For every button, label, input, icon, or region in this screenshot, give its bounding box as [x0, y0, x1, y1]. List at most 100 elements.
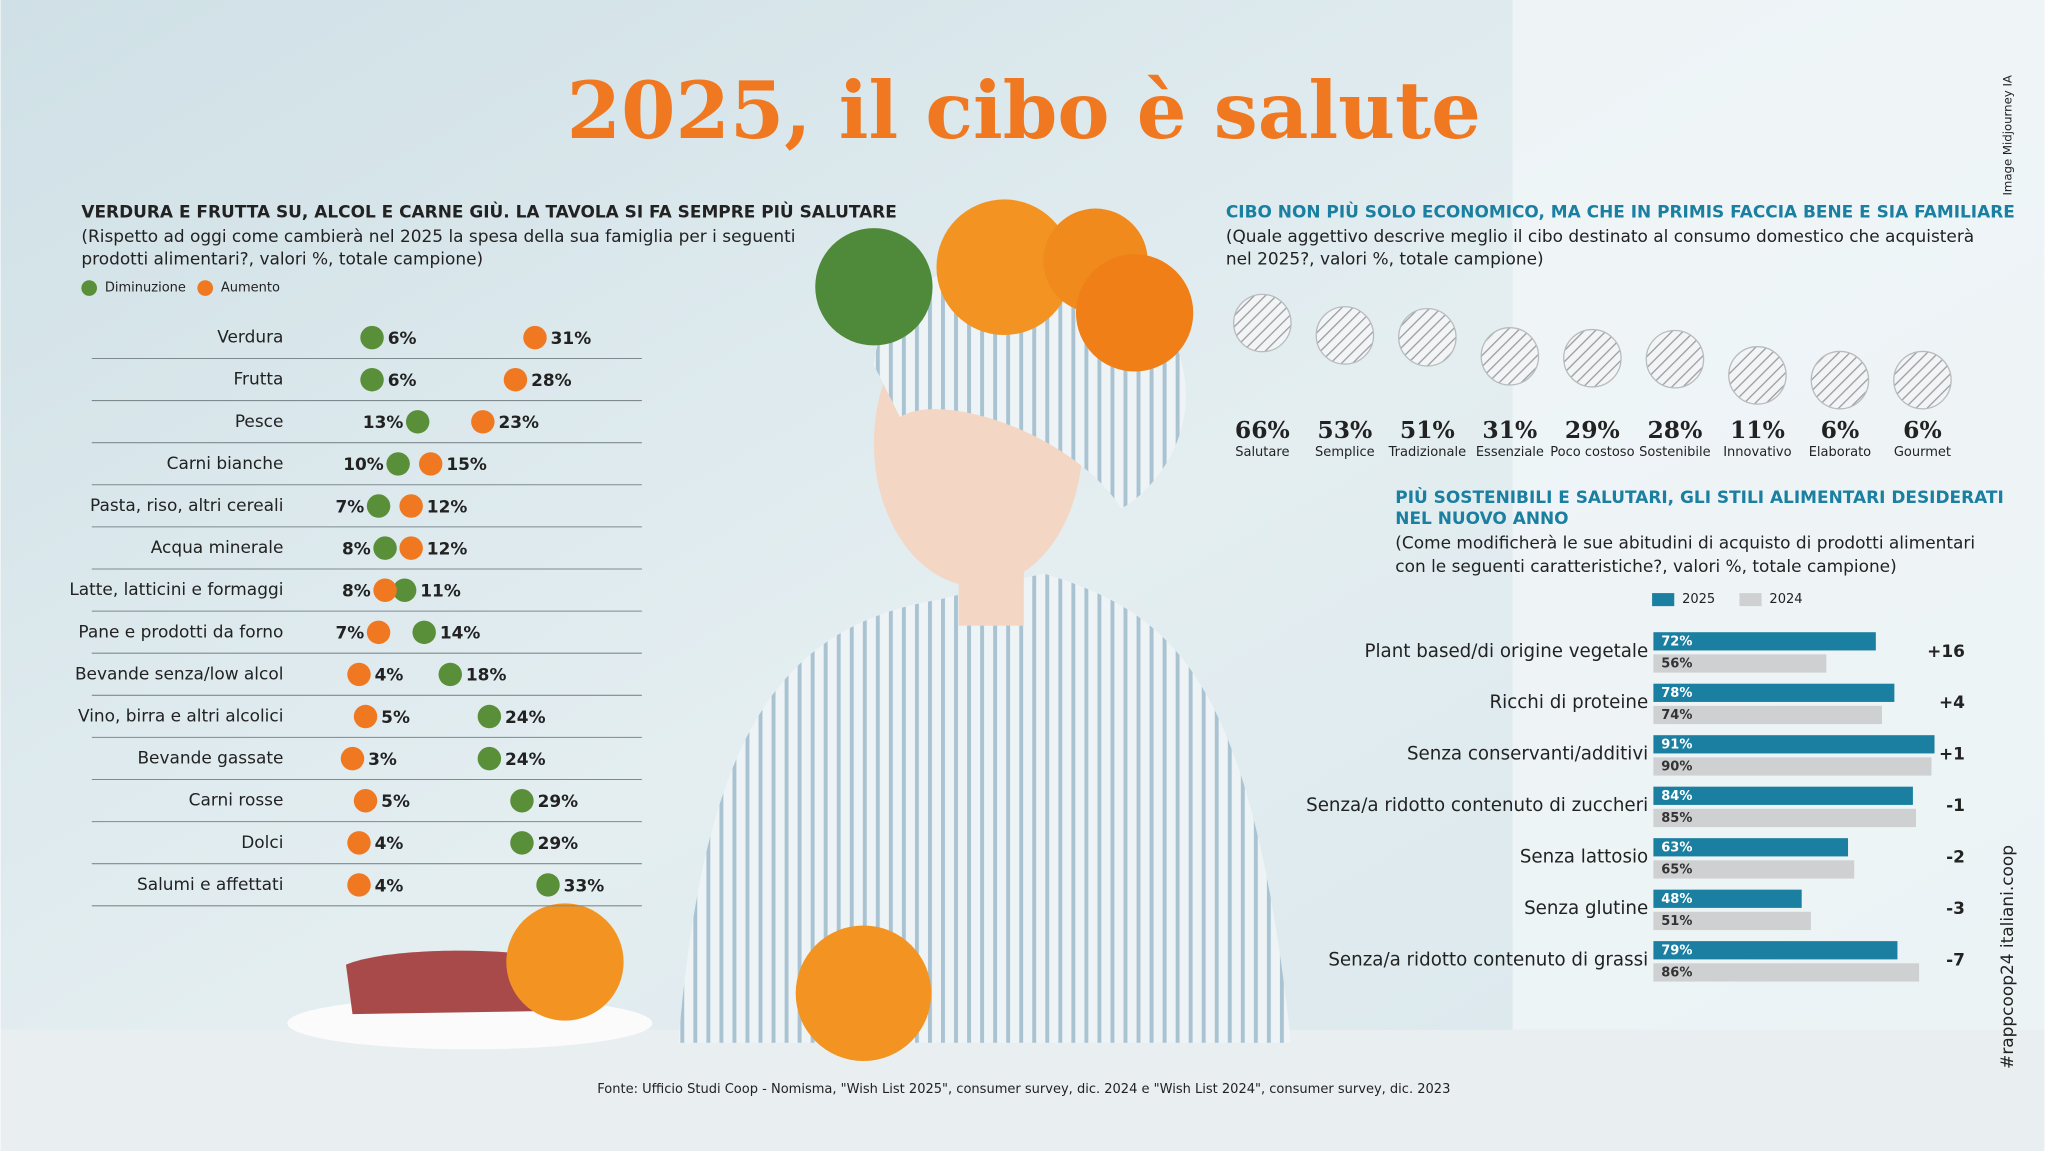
category-label: Dolci [241, 832, 283, 852]
pictogram-circle [1563, 328, 1622, 388]
value-label: 72% [1661, 634, 1692, 649]
value-label: 85% [1661, 811, 1692, 826]
category-label: Essenziale [1476, 445, 1544, 460]
value-label: 24% [505, 749, 546, 769]
legend-swatch [197, 280, 214, 296]
dot [347, 873, 371, 897]
category-label: Salumi e affettati [137, 874, 283, 894]
value-label: 78% [1661, 686, 1692, 701]
pictogram-circle [1893, 350, 1952, 410]
category-label: Innovativo [1723, 445, 1791, 460]
legend-label: 2025 [1682, 592, 1715, 607]
chart-subtitle: (Rispetto ad oggi come cambierà nel 2025… [81, 226, 795, 246]
bar [1653, 860, 1855, 879]
category-label: Latte, latticini e formaggi [69, 579, 283, 599]
category-label: Senza conservanti/additivi [1407, 744, 1648, 765]
shirt [678, 573, 1292, 1043]
chart-title: NEL NUOVO ANNO [1395, 508, 1568, 528]
dot [340, 746, 365, 771]
broccoli [815, 228, 933, 346]
value-label: 31% [1482, 416, 1537, 444]
chart-title: PIÙ SOSTENIBILI E SALUTARI, GLI STILI AL… [1395, 486, 2003, 507]
value-label: 3% [368, 749, 397, 769]
chart-subtitle: (Come modificherà le sue abitudini di ac… [1395, 533, 1975, 553]
value-label: 91% [1661, 737, 1692, 752]
bar [1653, 911, 1811, 931]
value-label: 4% [375, 665, 404, 685]
value-label: 6% [1821, 416, 1860, 444]
image-credit: Image Midjourney IA [2000, 75, 2014, 195]
orange [1075, 254, 1194, 372]
value-label: 7% [335, 623, 364, 643]
value-label: 84% [1661, 789, 1692, 804]
difference-label: +1 [1939, 744, 1965, 764]
value-label: 63% [1661, 840, 1692, 855]
value-label: 29% [538, 833, 579, 853]
dot [373, 536, 397, 560]
value-label: 53% [1317, 416, 1372, 444]
value-label: 65% [1661, 863, 1692, 878]
dot [510, 789, 534, 813]
dot [347, 831, 371, 855]
neck [958, 547, 1024, 626]
category-label: Verdura [217, 327, 283, 347]
value-label: 4% [375, 833, 404, 853]
table [0, 1029, 2045, 1151]
dot [386, 452, 410, 476]
difference-label: -1 [1946, 795, 1965, 815]
value-label: 28% [531, 370, 572, 390]
difference-label: +4 [1939, 692, 1965, 712]
pictogram-circle [1480, 327, 1540, 386]
value-label: 79% [1661, 943, 1692, 958]
chart-title: VERDURA E FRUTTA SU, ALCOL E CARNE GIÙ. … [81, 200, 896, 221]
category-label: Bevande gassate [137, 748, 283, 768]
category-label: Acqua minerale [151, 537, 284, 557]
category-label: Tradizionale [1388, 445, 1467, 460]
dot [399, 536, 423, 560]
bar [1653, 838, 1849, 857]
chart-subtitle: prodotti alimentari?, valori %, totale c… [81, 248, 483, 268]
bar [1653, 632, 1876, 651]
legend-label: Diminuzione [105, 281, 186, 296]
value-label: 90% [1661, 760, 1692, 775]
value-label: 33% [564, 875, 605, 895]
category-label: Elaborato [1809, 445, 1871, 460]
dot [366, 494, 391, 518]
bar [1653, 808, 1916, 828]
illustration [287, 199, 1292, 1062]
value-label: 8% [342, 538, 371, 558]
category-label: Pane e prodotti da forno [78, 621, 283, 641]
dot [366, 620, 391, 645]
bar [1653, 683, 1895, 702]
value-label: 5% [381, 707, 410, 727]
dot [399, 494, 423, 518]
value-label: 4% [375, 875, 404, 895]
category-label: Plant based/di origine vegetale [1364, 641, 1648, 662]
source: Fonte: Ufficio Studi Coop - Nomisma, "Wi… [597, 1082, 1450, 1097]
dot [360, 325, 384, 350]
value-label: 51% [1661, 914, 1692, 929]
legend-swatch [81, 280, 98, 296]
legend-swatch [1739, 593, 1762, 607]
category-label: Carni rosse [189, 790, 284, 810]
pictogram-circle [1233, 293, 1292, 353]
value-label: 18% [466, 665, 507, 685]
category-label: Salutare [1235, 445, 1289, 460]
pictogram-circle [1728, 346, 1787, 405]
value-label: 12% [427, 496, 468, 516]
value-label: 29% [538, 791, 579, 811]
category-label: Pesce [235, 411, 284, 431]
category-label: Poco costoso [1550, 445, 1634, 460]
legend-swatch [1652, 593, 1675, 607]
dot [477, 704, 502, 729]
bar [1653, 889, 1802, 908]
dot [536, 873, 560, 897]
value-label: 7% [335, 496, 364, 516]
value-label: 6% [388, 370, 417, 390]
bar [1653, 654, 1827, 673]
category-label: Bevande senza/low alcol [75, 663, 283, 683]
value-label: 48% [1661, 892, 1692, 907]
difference-label: +16 [1927, 641, 1965, 661]
category-label: Senza/a ridotto contenuto di grassi [1328, 950, 1648, 971]
